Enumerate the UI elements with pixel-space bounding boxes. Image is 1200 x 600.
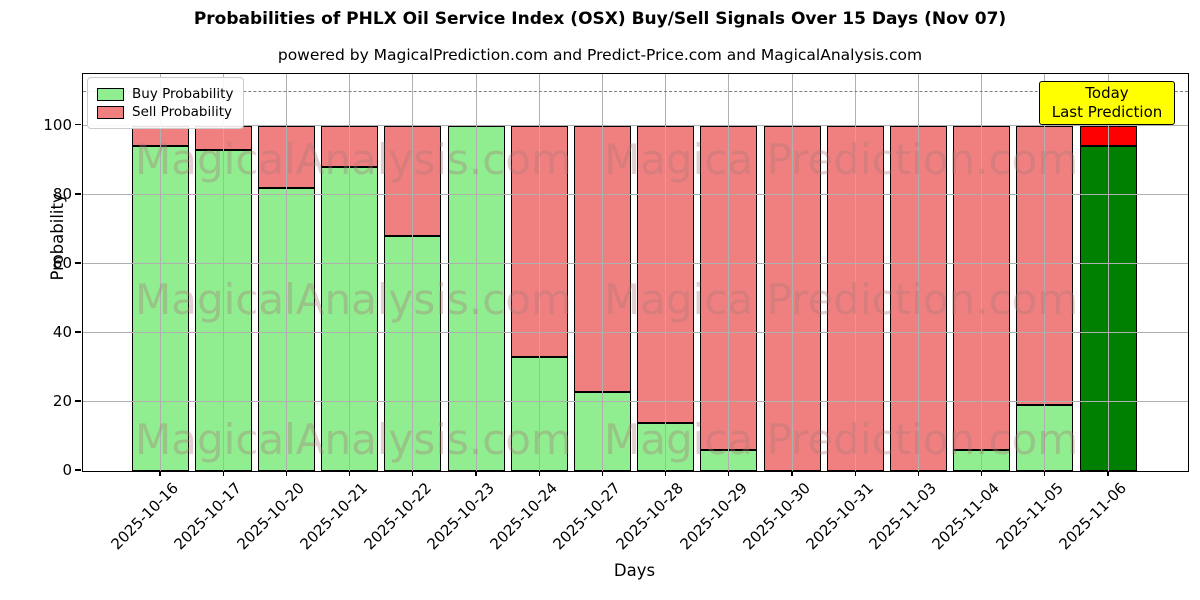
v-gridline xyxy=(285,74,287,471)
chart-title: Probabilities of PHLX Oil Service Index … xyxy=(193,9,1007,29)
x-tick-label: 2025-10-31 xyxy=(802,479,877,554)
x-axis-label: Days xyxy=(613,561,656,580)
x-tick xyxy=(1044,471,1046,476)
chart-subtitle: powered by MagicalPrediction.com and Pre… xyxy=(277,46,923,64)
y-tick-label: 40 xyxy=(52,322,72,341)
x-tick xyxy=(285,471,288,476)
x-tick xyxy=(222,471,224,476)
x-tick-label: 2025-11-04 xyxy=(928,479,1004,554)
v-gridline xyxy=(159,74,161,471)
buy-probability-swatch xyxy=(97,87,124,101)
x-tick-label: 2025-10-24 xyxy=(486,479,561,554)
y-tick-label: 0 xyxy=(62,461,72,479)
x-tick-label: 2025-10-29 xyxy=(676,479,751,554)
x-tick xyxy=(475,471,477,476)
v-gridline xyxy=(791,74,793,471)
y-tick xyxy=(75,400,81,402)
x-tick xyxy=(917,471,920,476)
y-tick xyxy=(75,262,81,264)
v-gridline xyxy=(728,74,730,471)
v-gridline xyxy=(475,74,477,471)
x-tick-label: 2025-10-28 xyxy=(612,479,688,554)
y-tick xyxy=(75,193,81,195)
sell-probability-swatch xyxy=(97,105,124,119)
y-tick-label: 100 xyxy=(43,115,72,134)
v-gridline xyxy=(412,74,414,471)
plot-area: Buy Probability Sell Probability Today L… xyxy=(82,73,1189,476)
x-tick-label: 2025-10-22 xyxy=(360,479,435,554)
v-gridline xyxy=(981,74,983,471)
x-tick xyxy=(728,471,730,476)
x-tick-label: 2025-11-05 xyxy=(992,479,1067,554)
dashed-guideline xyxy=(83,90,1188,92)
x-tick-label: 2025-10-20 xyxy=(233,479,309,554)
x-tick xyxy=(412,471,414,476)
v-gridline xyxy=(601,74,603,471)
v-gridline xyxy=(538,74,540,471)
x-tick xyxy=(791,471,793,476)
x-tick xyxy=(980,471,983,476)
x-tick xyxy=(664,471,667,476)
x-tick xyxy=(854,471,856,476)
y-tick xyxy=(75,331,81,333)
x-tick xyxy=(1107,471,1109,476)
y-tick xyxy=(75,124,81,126)
legend-label-sell: Sell Probability xyxy=(132,104,233,120)
legend-entry-sell: Sell Probability xyxy=(97,104,233,120)
h-gridline xyxy=(83,125,1188,127)
x-tick xyxy=(538,471,540,476)
x-tick xyxy=(348,471,351,476)
legend-entry-buy: Buy Probability xyxy=(97,86,233,102)
h-gridline xyxy=(83,263,1188,265)
y-tick-label: 80 xyxy=(52,184,72,203)
legend-label-buy: Buy Probability xyxy=(132,86,234,102)
x-tick-label: 2025-10-17 xyxy=(170,479,245,554)
x-tick xyxy=(601,471,604,476)
x-tick-label: 2025-11-06 xyxy=(1055,479,1130,554)
x-tick-label: 2025-10-23 xyxy=(423,479,498,554)
x-tick-label: 2025-10-16 xyxy=(107,479,182,554)
x-tick-label: 2025-10-30 xyxy=(739,479,814,554)
v-gridline xyxy=(854,74,856,471)
h-gridline xyxy=(83,194,1188,196)
today-annotation: Today Last Prediction xyxy=(1039,81,1175,125)
h-gridline xyxy=(83,401,1188,403)
v-gridline xyxy=(665,74,667,471)
x-tick-label: 2025-11-03 xyxy=(865,479,941,554)
y-tick-label: 20 xyxy=(52,391,72,410)
v-gridline xyxy=(1107,74,1109,471)
v-gridline xyxy=(917,74,919,471)
h-gridline xyxy=(83,332,1188,334)
x-tick-label: 2025-10-21 xyxy=(296,479,372,554)
y-tick-label: 60 xyxy=(52,253,72,272)
v-gridline xyxy=(349,74,351,471)
v-gridline xyxy=(1044,74,1046,471)
v-gridline xyxy=(222,74,224,471)
today-annotation-line1: Today xyxy=(1085,84,1129,102)
x-tick xyxy=(159,471,161,476)
today-annotation-line2: Last Prediction xyxy=(1051,103,1163,121)
x-tick-label: 2025-10-27 xyxy=(549,479,625,554)
legend: Buy Probability Sell Probability xyxy=(87,77,245,129)
y-tick xyxy=(75,469,81,471)
